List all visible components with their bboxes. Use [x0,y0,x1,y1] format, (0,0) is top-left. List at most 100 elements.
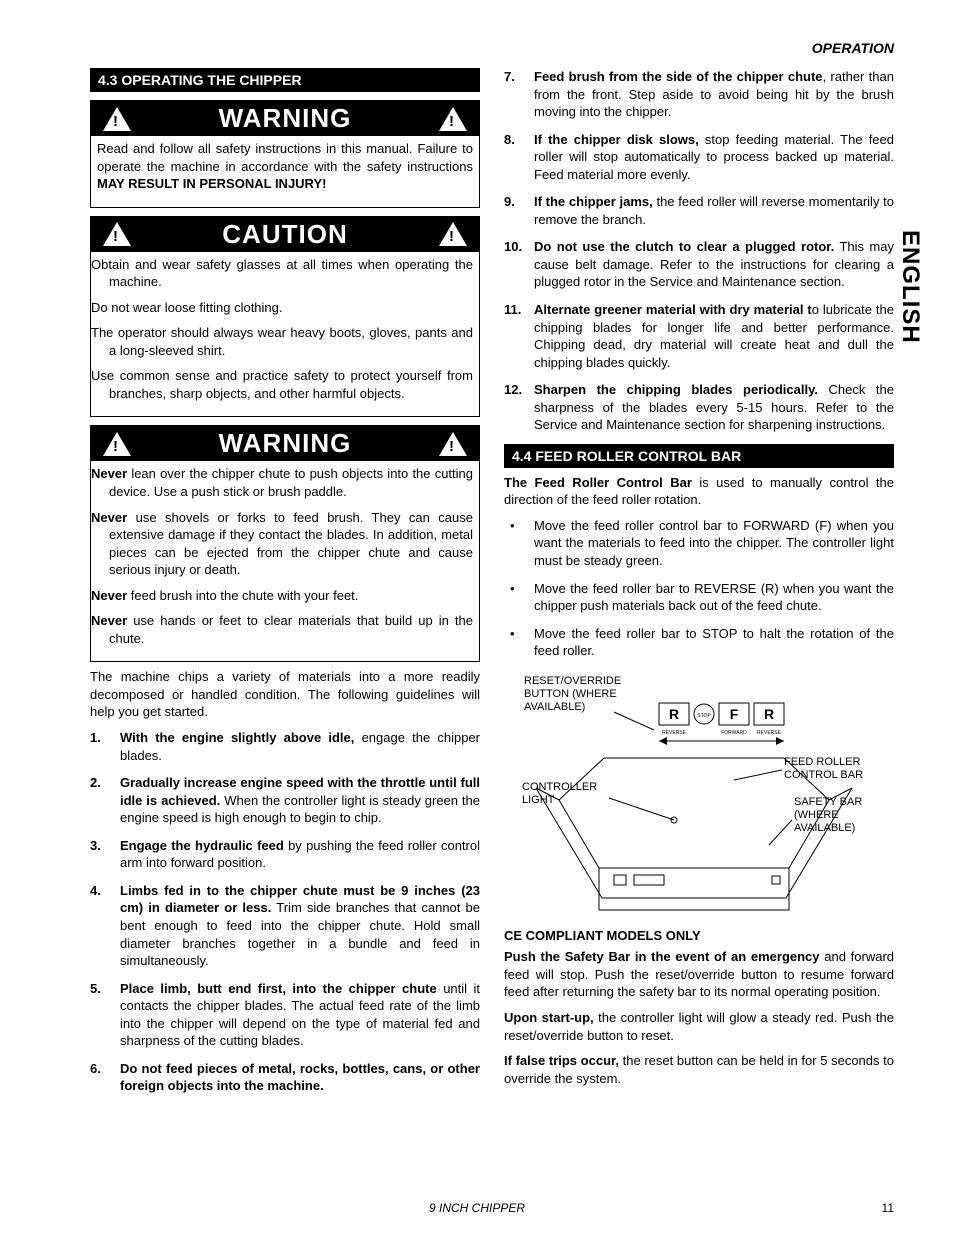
svg-text:STOP: STOP [697,713,711,719]
diagram-svg: RESET/OVERRIDE BUTTON (WHERE AVAILABLE) … [504,670,884,915]
svg-text:R: R [764,706,774,722]
list-item: Move the feed roller bar to REVERSE (R) … [504,580,894,615]
text-bold: If the chipper jams, [534,194,653,209]
warning-label: WARNING [219,428,352,459]
feed-roller-diagram: RESET/OVERRIDE BUTTON (WHERE AVAILABLE) … [504,670,894,915]
list-item: Feed brush from the side of the chipper … [504,68,894,121]
caution-header: CAUTION [91,217,479,252]
text-bold: Never [91,466,127,481]
text-bold: Never [91,510,127,525]
list-item: The operator should always wear heavy bo… [91,324,473,359]
list-item: Use common sense and practice safety to … [91,367,473,402]
svg-text:F: F [730,706,739,722]
text-bold: Do not feed pieces of metal, rocks, bott… [120,1061,480,1094]
text-bold: Place limb, butt end first, into the chi… [120,981,437,996]
footer-title: 9 INCH CHIPPER [429,1201,525,1215]
list-item: If the chipper jams, the feed roller wil… [504,193,894,228]
text-bold: Never [91,613,127,628]
warning-box-2: WARNING Never lean over the chipper chut… [90,425,480,662]
list-item: Never use shovels or forks to feed brush… [91,509,473,579]
text: lean over the chipper chute to push obje… [109,466,473,499]
section-43-title: 4.3 OPERATING THE CHIPPER [90,68,480,92]
text-bold: If false trips occur, [504,1053,619,1068]
language-tab: ENGLISH [896,230,924,344]
text-bold: MAY RESULT IN PERSONAL INJURY! [97,176,326,191]
text-bold: Upon start-up, [504,1010,594,1025]
svg-text:R: R [669,706,679,722]
warning-body: Never lean over the chipper chute to pus… [91,461,479,661]
left-column: 4.3 OPERATING THE CHIPPER WARNING Read a… [90,68,480,1105]
steps-list-right: Feed brush from the side of the chipper … [504,68,894,434]
right-column: Feed brush from the side of the chipper … [504,68,894,1105]
list-item: Alternate greener material with dry mate… [504,301,894,371]
svg-text:REVERSE: REVERSE [662,730,687,736]
caution-box: CAUTION Obtain and wear safety glasses a… [90,216,480,418]
diagram-label: FEED ROLLER [784,756,860,768]
text: Read and follow all safety instructions … [97,141,473,174]
ce-heading: CE COMPLIANT MODELS ONLY [504,927,894,945]
diagram-label: AVAILABLE) [524,701,585,713]
warning-label: WARNING [219,103,352,134]
text: use hands or feet to clear materials tha… [109,613,473,646]
svg-text:FORWARD: FORWARD [721,730,747,736]
text-bold: CE COMPLIANT MODELS ONLY [504,928,701,943]
list-item: Limbs fed in to the chipper chute must b… [90,882,480,970]
text-bold: With the engine slightly above idle, [120,730,354,745]
alert-icon [103,432,131,456]
text-bold: If the chipper disk slows, [534,132,699,147]
section-44-title: 4.4 FEED ROLLER CONTROL BAR [504,444,894,468]
warning-header: WARNING [91,426,479,461]
list-item: Never lean over the chipper chute to pus… [91,465,473,500]
feed-intro: The Feed Roller Control Bar is used to m… [504,474,894,509]
ce-paragraph: If false trips occur, the reset button c… [504,1052,894,1087]
diagram-label: RESET/OVERRIDE [524,675,621,687]
feed-bullets: Move the feed roller control bar to FORW… [504,517,894,660]
caution-label: CAUTION [222,219,347,250]
diagram-label: (WHERE [794,809,839,821]
alert-icon [439,107,467,131]
list-item: Gradually increase engine speed with the… [90,774,480,827]
text-bold: The Feed Roller Control Bar [504,475,692,490]
alert-icon [103,107,131,131]
list-item: If the chipper disk slows, stop feeding … [504,131,894,184]
intro-paragraph: The machine chips a variety of materials… [90,668,480,721]
list-item: Obtain and wear safety glasses at all ti… [91,256,473,291]
list-item: With the engine slightly above idle, eng… [90,729,480,764]
text-bold: Sharpen the chipping blades periodically… [534,382,818,397]
text-bold: Feed brush from the side of the chipper … [534,69,823,84]
warning-body: Read and follow all safety instructions … [91,136,479,207]
list-item: Sharpen the chipping blades periodically… [504,381,894,434]
warning-box-1: WARNING Read and follow all safety instr… [90,100,480,208]
ce-paragraph: Push the Safety Bar in the event of an e… [504,948,894,1001]
diagram-label: CONTROLLER [522,781,597,793]
list-item: Place limb, butt end first, into the chi… [90,980,480,1050]
page-header: OPERATION [90,40,894,56]
alert-icon [103,222,131,246]
diagram-label: AVAILABLE) [794,822,855,834]
alert-icon [439,432,467,456]
steps-list-left: With the engine slightly above idle, eng… [90,729,480,1095]
content-columns: 4.3 OPERATING THE CHIPPER WARNING Read a… [90,68,894,1105]
text-bold: Do not use the clutch to clear a plugged… [534,239,834,254]
diagram-label: CONTROL BAR [784,769,863,781]
diagram-label: LIGHT [522,794,555,806]
text: feed brush into the chute with your feet… [127,588,358,603]
text-bold: Never [91,588,127,603]
position-indicator: R REVERSE STOP F FORWARD R REVERSE [659,703,784,745]
caution-body: Obtain and wear safety glasses at all ti… [91,252,479,417]
text: use shovels or forks to feed brush. They… [109,510,473,578]
list-item: Do not wear loose fitting clothing. [91,299,473,317]
list-item: Move the feed roller control bar to FORW… [504,517,894,570]
svg-text:REVERSE: REVERSE [757,730,782,736]
footer: 9 INCH CHIPPER [0,1201,954,1215]
list-item: Do not use the clutch to clear a plugged… [504,238,894,291]
text-bold: Push the Safety Bar in the event of an e… [504,949,820,964]
ce-paragraph: Upon start-up, the controller light will… [504,1009,894,1044]
diagram-label: BUTTON (WHERE [524,688,617,700]
alert-icon [439,222,467,246]
list-item: Move the feed roller bar to STOP to halt… [504,625,894,660]
page-number: 11 [882,1201,894,1215]
list-item: Do not feed pieces of metal, rocks, bott… [90,1060,480,1095]
list-item: Never use hands or feet to clear materia… [91,612,473,647]
warning-header: WARNING [91,101,479,136]
